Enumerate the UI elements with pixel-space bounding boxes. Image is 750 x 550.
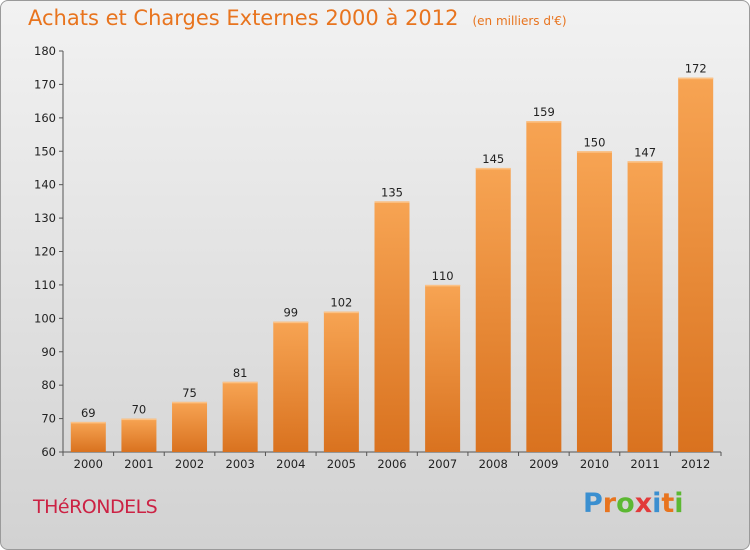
- x-tick-label: 2006: [377, 457, 406, 471]
- y-tick-label: 180: [34, 44, 56, 58]
- data-label: 172: [685, 62, 707, 76]
- y-tick-label: 80: [41, 378, 56, 392]
- bar: [273, 321, 309, 452]
- y-tick-label: 130: [34, 211, 56, 225]
- bar: [627, 161, 663, 452]
- bar-top-edge: [374, 201, 410, 203]
- bar: [374, 201, 410, 452]
- unit-label: (en milliers d'€): [472, 14, 567, 28]
- bar-top-edge: [475, 167, 511, 170]
- y-tick-label: 120: [34, 245, 56, 259]
- data-label: 145: [482, 152, 504, 166]
- x-tick-label: 2004: [276, 457, 305, 471]
- title-text: Achats et Charges Externes 2000 à 2012: [28, 6, 459, 30]
- proxiti-logo: Proxiti: [583, 488, 684, 519]
- data-label: 147: [634, 145, 656, 159]
- logo-letter: i: [674, 488, 684, 519]
- bar-top-edge: [627, 161, 663, 163]
- y-tick-label: 60: [41, 445, 56, 459]
- bar-top-edge: [576, 151, 612, 153]
- bar: [576, 151, 612, 452]
- y-tick-label: 90: [41, 345, 56, 359]
- bar-top-edge: [273, 321, 309, 324]
- axes: 60 70 80 90 100 110 120 130 140 150 160 170 180 2000 2…: [34, 44, 722, 471]
- data-label: 135: [381, 185, 403, 199]
- data-label: 150: [583, 135, 605, 149]
- logo-letter: P: [583, 488, 603, 519]
- x-tick-label: 2012: [681, 457, 710, 471]
- bar-top-edge: [222, 381, 258, 384]
- data-label: 102: [330, 296, 352, 310]
- bar: [172, 401, 208, 452]
- data-label: 99: [283, 306, 298, 320]
- y-tick-label: 110: [34, 278, 56, 292]
- x-tick-label: 2007: [428, 457, 457, 471]
- y-tick-label: 140: [34, 178, 56, 192]
- bar: [70, 421, 106, 452]
- bar: [222, 381, 258, 452]
- commune-name: THéRONDELS: [33, 496, 158, 518]
- bars: 69 70 75 81 99 102 135 110 145 159 150 147 172: [70, 62, 714, 453]
- chart-title: Achats et Charges Externes 2000 à 2012 (e…: [28, 6, 567, 30]
- data-label: 159: [533, 105, 555, 119]
- x-tick-label: 2009: [529, 457, 558, 471]
- bar-top-edge: [172, 401, 208, 404]
- logo-letter: x: [634, 488, 653, 519]
- data-label: 110: [432, 269, 454, 283]
- bar-top-edge: [121, 418, 157, 421]
- x-tick-label: 2010: [580, 457, 609, 471]
- bar: [121, 418, 157, 452]
- x-tick-label: 2011: [630, 457, 659, 471]
- bar: [425, 284, 461, 452]
- data-label: 81: [233, 366, 248, 380]
- x-tick-label: 2003: [226, 457, 255, 471]
- x-tick-label: 2008: [479, 457, 508, 471]
- bar-top-edge: [70, 421, 106, 424]
- y-tick-label: 170: [34, 77, 56, 91]
- bar: [475, 167, 511, 453]
- bar-top-edge: [425, 284, 461, 287]
- data-label: 70: [132, 403, 147, 417]
- y-tick-label: 150: [34, 144, 56, 158]
- x-tick-label: 2005: [327, 457, 356, 471]
- logo-letter: i: [652, 488, 662, 519]
- x-tick-label: 2002: [175, 457, 204, 471]
- bar-top-edge: [526, 121, 562, 123]
- y-tick-label: 70: [41, 412, 56, 426]
- bar-top-edge: [678, 77, 714, 80]
- bar: [526, 121, 562, 453]
- logo-letter: o: [616, 488, 635, 519]
- y-tick-label: 100: [34, 311, 56, 325]
- logo-letter: r: [602, 488, 617, 519]
- x-tick-label: 2001: [124, 457, 153, 471]
- logo-letter: t: [661, 488, 675, 519]
- bar: [323, 311, 359, 452]
- data-label: 69: [81, 406, 96, 420]
- data-label: 75: [182, 386, 197, 400]
- bar-top-edge: [323, 311, 359, 314]
- x-tick-label: 2000: [74, 457, 103, 471]
- y-tick-label: 160: [34, 111, 56, 125]
- bar: [678, 77, 714, 452]
